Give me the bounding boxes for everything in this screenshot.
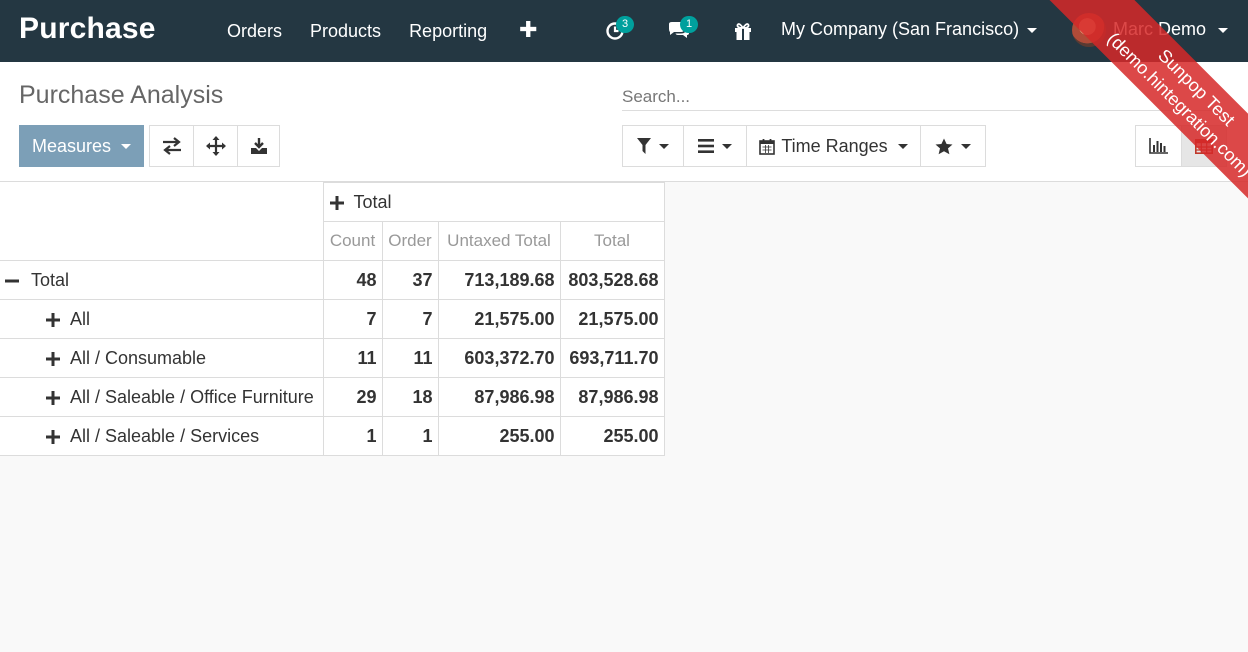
- chevron-down-icon: [1218, 27, 1229, 33]
- menu-products[interactable]: Products: [310, 21, 382, 41]
- cell-value[interactable]: 7: [322, 299, 383, 339]
- row-header-office-furniture[interactable]: All / Saleable / Office Furniture: [0, 377, 324, 417]
- user-name: Marc Demo: [1113, 19, 1207, 39]
- gift-icon[interactable]: [730, 18, 756, 44]
- column-group-label: Total: [353, 191, 392, 212]
- pivot-view-button[interactable]: [1181, 125, 1227, 167]
- cell-value[interactable]: 693,711.70: [559, 338, 665, 378]
- row-label: All / Saleable / Services: [70, 425, 260, 446]
- cell-value[interactable]: 48: [322, 260, 383, 300]
- row-header-all[interactable]: All: [0, 299, 324, 339]
- flip-axis-button[interactable]: [149, 125, 194, 167]
- cell-value[interactable]: 713,189.68: [437, 260, 561, 300]
- row-header-consumable[interactable]: All / Consumable: [0, 338, 324, 378]
- cell-value[interactable]: 1: [322, 416, 383, 456]
- pivot-column-header-total[interactable]: Total: [322, 182, 665, 222]
- arrows-icon: [205, 136, 226, 156]
- cell-value[interactable]: 255.00: [437, 416, 561, 456]
- plus-menu-icon[interactable]: ✚: [519, 17, 538, 42]
- chevron-down-icon: [722, 143, 732, 149]
- table-row: All / Consumable 11 11 603,372.70 693,71…: [0, 338, 665, 378]
- download-button[interactable]: [237, 125, 280, 167]
- cell-value[interactable]: 21,575.00: [559, 299, 665, 339]
- measures-button[interactable]: Measures: [19, 125, 144, 167]
- group-by-button[interactable]: [683, 125, 747, 167]
- plus-icon: [46, 429, 60, 444]
- cell-value[interactable]: 603,372.70: [437, 338, 561, 378]
- chevron-down-icon: [1027, 27, 1038, 33]
- cell-value[interactable]: 7: [381, 299, 439, 339]
- row-header-services[interactable]: All / Saleable / Services: [0, 416, 324, 456]
- pivot-table: Total Count Order Untaxed Total Total To…: [0, 182, 665, 456]
- cell-value[interactable]: 87,986.98: [559, 377, 665, 417]
- row-label: All: [70, 308, 91, 329]
- chevron-down-icon: [659, 143, 669, 149]
- table-row: All / Saleable / Office Furniture 29 18 …: [0, 377, 665, 417]
- search-input[interactable]: [622, 83, 1222, 111]
- menu-reporting[interactable]: Reporting: [409, 21, 488, 41]
- plus-icon: [46, 312, 60, 327]
- star-icon: [935, 138, 953, 154]
- time-ranges-button[interactable]: Time Ranges: [746, 125, 921, 167]
- cell-value[interactable]: 803,528.68: [559, 260, 665, 300]
- cell-value[interactable]: 21,575.00: [437, 299, 561, 339]
- measure-header-total[interactable]: Total: [559, 221, 665, 261]
- plus-icon: [46, 390, 60, 405]
- filter-button[interactable]: [622, 125, 684, 167]
- bar-chart-icon: [1149, 138, 1168, 154]
- top-navbar: Purchase Orders Products Reporting ✚ 3 1…: [0, 0, 1248, 62]
- avatar[interactable]: [1072, 13, 1106, 47]
- table-icon: [1195, 138, 1213, 154]
- expand-all-button[interactable]: [193, 125, 238, 167]
- measure-header-count[interactable]: Count: [322, 221, 383, 261]
- table-row: All 7 7 21,575.00 21,575.00: [0, 299, 665, 339]
- row-label: All / Saleable / Office Furniture: [70, 386, 314, 407]
- filter-icon: [637, 138, 651, 154]
- chevron-down-icon: [961, 143, 971, 149]
- company-name: My Company (San Francisco): [781, 19, 1020, 39]
- cell-value[interactable]: 11: [322, 338, 383, 378]
- chevron-down-icon: [897, 143, 908, 149]
- measures-label: Measures: [31, 135, 112, 156]
- cell-value[interactable]: 1: [381, 416, 439, 456]
- row-label: Total: [31, 269, 70, 290]
- activity-icon[interactable]: 3: [602, 16, 634, 44]
- cell-value[interactable]: 87,986.98: [437, 377, 561, 417]
- favorites-button[interactable]: [920, 125, 986, 167]
- cell-value[interactable]: 18: [381, 377, 439, 417]
- messages-badge: 1: [680, 16, 698, 33]
- control-panel: Purchase Analysis Measures Time Ranges: [0, 62, 1248, 182]
- cell-value[interactable]: 37: [381, 260, 439, 300]
- app-brand[interactable]: Purchase: [19, 12, 156, 45]
- measure-header-order[interactable]: Order: [381, 221, 439, 261]
- bars-icon: [698, 139, 714, 153]
- cell-value[interactable]: 11: [381, 338, 439, 378]
- page-title: Purchase Analysis: [19, 81, 224, 109]
- menu-orders[interactable]: Orders: [227, 21, 283, 41]
- user-menu[interactable]: Marc Demo: [1113, 19, 1229, 40]
- measure-header-untaxed-total[interactable]: Untaxed Total: [437, 221, 561, 261]
- cell-value[interactable]: 29: [322, 377, 383, 417]
- time-ranges-label: Time Ranges: [781, 135, 888, 156]
- download-icon: [250, 138, 267, 154]
- row-header-total[interactable]: Total: [0, 260, 324, 300]
- row-label: All / Consumable: [70, 347, 207, 368]
- calendar-icon: [759, 138, 776, 155]
- plus-icon: [46, 351, 60, 366]
- cell-value[interactable]: 255.00: [559, 416, 665, 456]
- main-menu: Orders Products Reporting ✚: [213, 0, 556, 62]
- minus-icon: [5, 279, 19, 283]
- table-row: All / Saleable / Services 1 1 255.00 255…: [0, 416, 665, 456]
- plus-icon: [329, 195, 344, 210]
- activity-badge: 3: [616, 16, 634, 33]
- chevron-down-icon: [121, 143, 132, 149]
- exchange-icon: [162, 137, 181, 155]
- company-switcher[interactable]: My Company (San Francisco): [781, 19, 1038, 40]
- graph-view-button[interactable]: [1135, 125, 1182, 167]
- table-row: Total 48 37 713,189.68 803,528.68: [0, 260, 665, 300]
- messages-icon[interactable]: 1: [666, 16, 698, 44]
- pivot-corner: [0, 182, 324, 261]
